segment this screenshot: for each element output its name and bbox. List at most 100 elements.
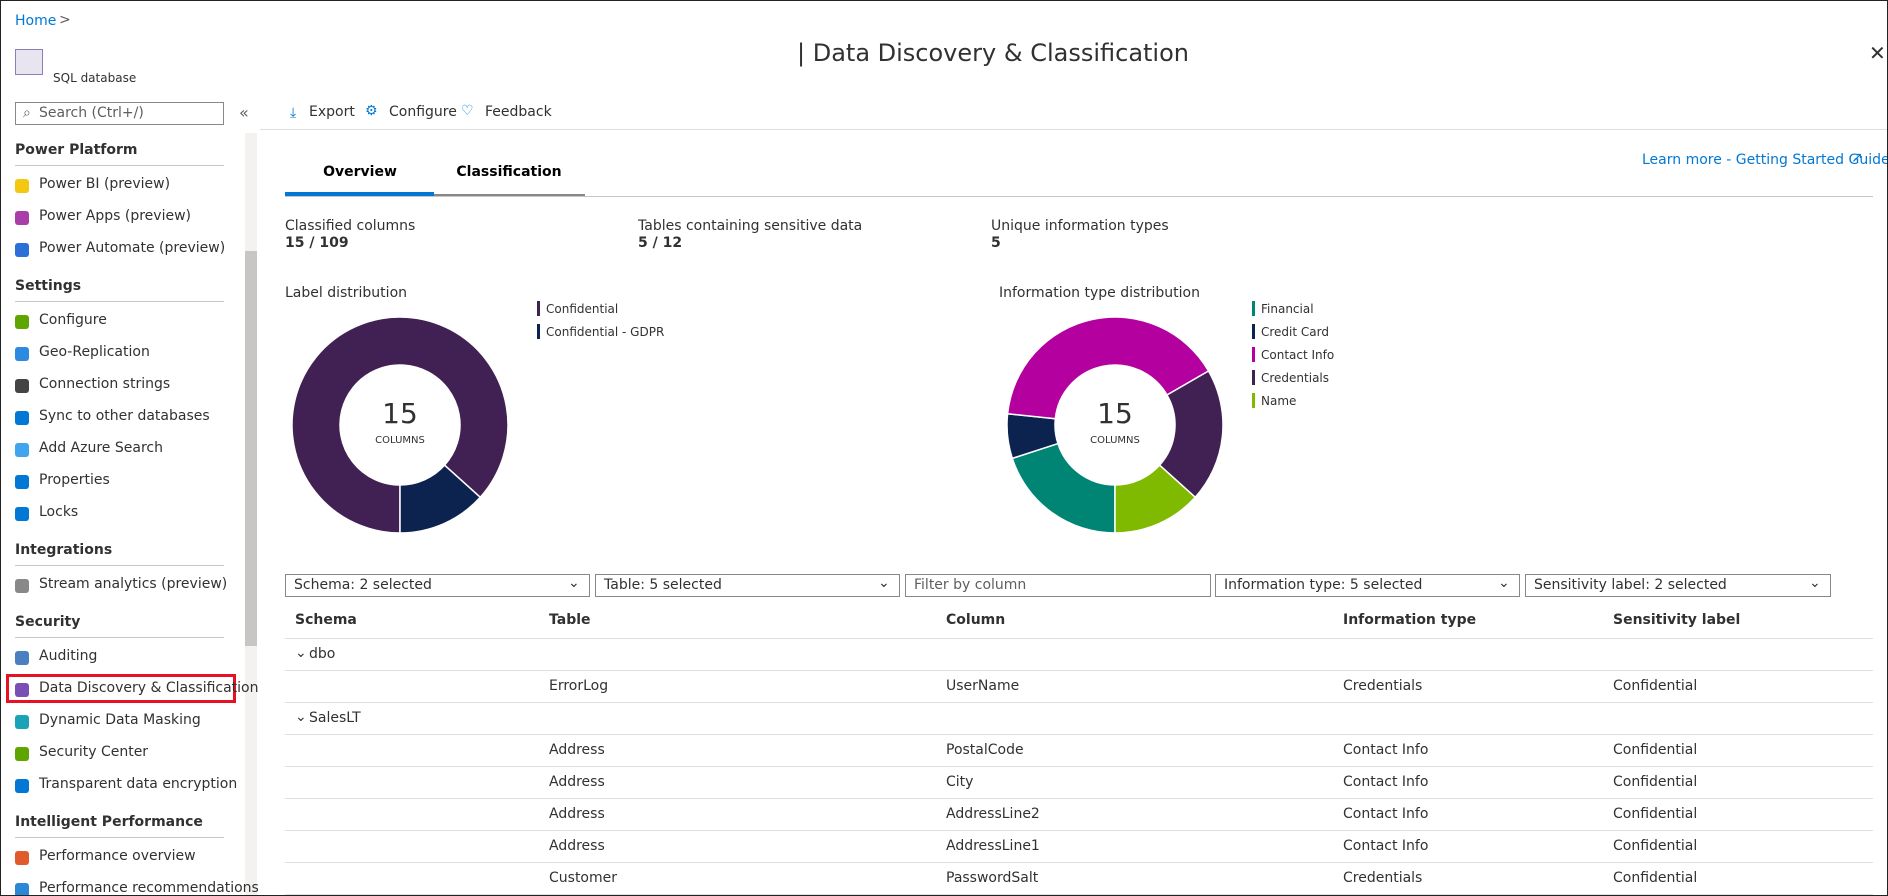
- toolbar-divider: [260, 129, 1887, 130]
- nav-item[interactable]: Dynamic Data Masking: [39, 712, 201, 728]
- nav-item[interactable]: Configure: [39, 312, 107, 328]
- section-divider: [15, 301, 224, 302]
- close-button[interactable]: ✕: [1869, 41, 1886, 65]
- filter-dropdown[interactable]: Table: 5 selected: [595, 574, 900, 597]
- toolbar-button[interactable]: Feedback: [485, 104, 552, 120]
- dropdown-chevron: ⌄: [878, 575, 890, 591]
- nav-item[interactable]: Performance overview: [39, 848, 196, 864]
- nav-item[interactable]: Power BI (preview): [39, 176, 171, 192]
- table-cell: Confidential: [1613, 678, 1698, 694]
- table-header: Information type: [1343, 612, 1477, 628]
- toolbar-button[interactable]: Configure: [389, 104, 457, 120]
- table-header: Schema: [295, 612, 357, 628]
- tab-underline-inactive: [434, 194, 585, 196]
- nav-icon: [15, 179, 29, 193]
- legend-label: Confidential - GDPR: [546, 325, 664, 339]
- nav-item[interactable]: Power Automate (preview): [39, 240, 226, 256]
- nav-icon: [15, 579, 29, 593]
- nav-icon: [15, 651, 29, 665]
- nav-icon: [15, 315, 29, 329]
- donut-segment: [399, 464, 482, 534]
- breadcrumb-chevron: >: [59, 12, 71, 28]
- table-cell: City: [946, 774, 974, 790]
- table-cell: PasswordSalt: [946, 870, 1039, 886]
- legend-label: Confidential: [546, 302, 618, 316]
- toolbar-button[interactable]: Export: [309, 104, 355, 120]
- tab-divider: [285, 196, 1873, 197]
- row-divider: [285, 734, 1873, 735]
- section-divider: [15, 565, 224, 566]
- scrollbar-thumb[interactable]: [245, 251, 257, 646]
- sidebar-section-title: Integrations: [15, 542, 113, 558]
- nav-item[interactable]: Transparent data encryption: [39, 776, 238, 792]
- group-chevron: ⌄: [295, 709, 307, 725]
- filter-dropdown[interactable]: Sensitivity label: 2 selected: [1525, 574, 1831, 597]
- table-header: Table: [549, 612, 591, 628]
- nav-item[interactable]: Auditing: [39, 648, 98, 664]
- nav-item[interactable]: Locks: [39, 504, 79, 520]
- nav-item[interactable]: Stream analytics (preview): [39, 576, 228, 592]
- row-divider: [285, 894, 1873, 895]
- table-cell: Confidential: [1613, 742, 1698, 758]
- table-cell: Contact Info: [1343, 806, 1429, 822]
- nav-icon: [15, 715, 29, 729]
- nav-icon: [15, 851, 29, 865]
- group-name[interactable]: SalesLT: [309, 710, 361, 726]
- nav-item[interactable]: Data Discovery & Classification: [39, 680, 259, 696]
- legend-label: Credentials: [1261, 371, 1329, 385]
- sidebar-section-title: Settings: [15, 278, 82, 294]
- legend-label: Name: [1261, 394, 1296, 408]
- stat-label: Classified columns: [285, 218, 416, 234]
- section-divider: [15, 637, 224, 638]
- filter-dropdown[interactable]: Schema: 2 selected: [285, 574, 590, 597]
- table-cell: Contact Info: [1343, 774, 1429, 790]
- search-icon: ⌕: [23, 105, 31, 121]
- row-divider: [285, 798, 1873, 799]
- donut-center-label: COLUMNS: [375, 435, 425, 446]
- group-chevron: ⌄: [295, 645, 307, 661]
- table-cell: AddressLine2: [946, 806, 1040, 822]
- table-cell: Confidential: [1613, 838, 1698, 854]
- nav-icon: [15, 411, 29, 425]
- resource-icon: [15, 49, 43, 75]
- configure-icon: ⚙: [365, 103, 378, 119]
- nav-item[interactable]: Power Apps (preview): [39, 208, 191, 224]
- learn-more-link[interactable]: Learn more - Getting Started Guide: [1642, 152, 1888, 168]
- sidebar-section-title: Power Platform: [15, 142, 138, 158]
- sidebar-section-title: Security: [15, 614, 81, 630]
- nav-item[interactable]: Add Azure Search: [39, 440, 163, 456]
- table-cell: Credentials: [1343, 870, 1423, 886]
- chart-title: Label distribution: [285, 285, 407, 301]
- nav-item[interactable]: Sync to other databases: [39, 408, 210, 424]
- breadcrumb-home[interactable]: Home: [15, 13, 57, 29]
- export-icon: ⤓: [290, 105, 297, 121]
- group-name[interactable]: dbo: [309, 646, 336, 662]
- table-cell: ErrorLog: [549, 678, 609, 694]
- tab[interactable]: Overview: [323, 164, 397, 180]
- nav-item[interactable]: Connection strings: [39, 376, 171, 392]
- table-cell: Address: [549, 806, 605, 822]
- table-cell: UserName: [946, 678, 1020, 694]
- dropdown-chevron: ⌄: [568, 575, 580, 591]
- collapse-button[interactable]: «: [239, 103, 249, 122]
- nav-icon: [15, 347, 29, 361]
- legend-swatch: [537, 301, 540, 316]
- table-cell: PostalCode: [946, 742, 1024, 758]
- tab[interactable]: Classification: [456, 164, 562, 180]
- legend-swatch: [537, 324, 540, 339]
- nav-item[interactable]: Geo-Replication: [39, 344, 150, 360]
- table-cell: Address: [549, 838, 605, 854]
- nav-item[interactable]: Properties: [39, 472, 110, 488]
- search-box[interactable]: [15, 102, 224, 125]
- filter-dropdown[interactable]: Filter by column: [905, 574, 1211, 597]
- nav-item[interactable]: Performance recommendations: [39, 880, 259, 896]
- table-cell: Customer: [549, 870, 618, 886]
- legend-label: Financial: [1261, 302, 1314, 316]
- dropdown-chevron: ⌄: [1498, 575, 1510, 591]
- stat-label: Tables containing sensitive data: [638, 218, 863, 234]
- nav-item[interactable]: Security Center: [39, 744, 149, 760]
- filter-dropdown[interactable]: Information type: 5 selected: [1215, 574, 1520, 597]
- legend-label: Contact Info: [1261, 348, 1334, 362]
